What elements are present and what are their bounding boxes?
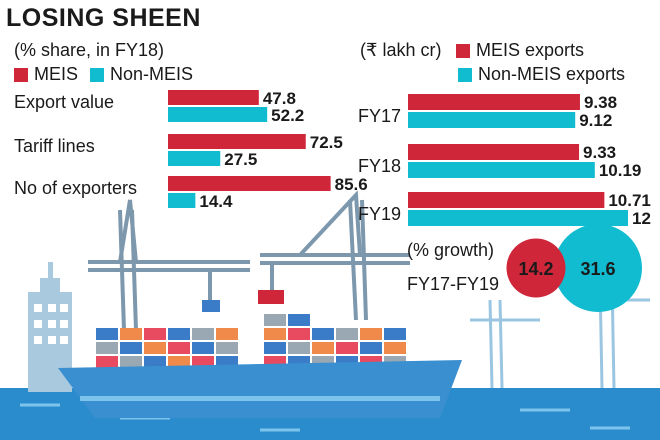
bar-non-meis-exports-fy19: [408, 210, 628, 226]
category-label-fy19: FY19: [358, 204, 401, 224]
left-crane-hanging-container: [202, 300, 220, 312]
value-label-meis-exports-fy17: 9.38: [584, 93, 617, 112]
category-label-export-value: Export value: [14, 92, 114, 112]
non-meis-exports-legend-label: Non-MEIS exports: [478, 64, 626, 84]
bar-meis-exports-fy19: [408, 192, 605, 208]
non-meis-legend-label: Non-MEIS: [110, 64, 194, 84]
left-chart-subtitle: (% share, in FY18): [14, 40, 165, 60]
bar-non-meis-export-value: [168, 107, 268, 122]
port-building: [28, 262, 72, 392]
value-label-non-meis-tariff-lines: 27.5: [224, 150, 257, 169]
ship-hull: [58, 360, 462, 418]
category-label-tariff-lines: Tariff lines: [14, 136, 95, 156]
value-label-meis-exports-fy18: 9.33: [583, 143, 616, 162]
non-meis-swatch: [90, 67, 105, 82]
growth-bubble-chart: (% growth) FY17-FY19 31.6 14.2: [407, 224, 642, 312]
middle-crane-hanging-container: [258, 290, 284, 304]
meis-swatch: [14, 67, 28, 82]
bar-meis-tariff-lines: [168, 134, 306, 149]
bar-meis-export-value: [168, 90, 259, 105]
right-chart-unit: (₹ lakh cr): [360, 40, 442, 60]
value-label-non-meis-exports-fy19: 12: [632, 209, 651, 228]
category-label-fy18: FY18: [358, 156, 401, 176]
category-label-fy17: FY17: [358, 106, 401, 126]
ship-stripe: [80, 396, 440, 401]
left-legend: MEIS Non-MEIS: [14, 64, 193, 85]
bubble-non-meis: [554, 224, 642, 312]
share-bar-chart: Export value 47.852.2 Tariff lines 72.5 27.5…: [14, 89, 368, 211]
bar-meis-exports-fy18: [408, 144, 580, 160]
bar-meis-exports-fy17: [408, 94, 580, 110]
meis-exports-legend-label: MEIS exports: [476, 40, 585, 60]
bar-meis-no-of-exporters: [168, 176, 331, 191]
right-legend-meis: MEIS exports: [456, 40, 584, 61]
value-label-non-meis-no-of-exporters: 14.4: [199, 192, 233, 211]
value-label-non-meis-export-value: 52.2: [271, 106, 304, 125]
value-label-non-meis-exports-fy18: 10.19: [599, 161, 642, 180]
meis-legend-label: MEIS: [34, 64, 79, 84]
middle-crane: [260, 190, 410, 321]
growth-period-label: FY17-FY19: [407, 274, 499, 294]
bubble-label-meis: 14.2: [518, 259, 553, 279]
bubble-label-non-meis: 31.6: [580, 259, 615, 279]
bubble-meis: [506, 238, 566, 298]
container-stacks: [96, 314, 406, 368]
category-label-no-of-exporters: No of exporters: [14, 178, 137, 198]
bar-non-meis-tariff-lines: [168, 151, 221, 166]
value-label-meis-tariff-lines: 72.5: [310, 133, 343, 152]
bar-non-meis-no-of-exporters: [168, 193, 196, 208]
meis-exports-swatch: [456, 43, 470, 58]
page-title: LOSING SHEEN: [6, 4, 201, 32]
value-label-meis-exports-fy19: 10.71: [608, 191, 651, 210]
non-meis-exports-swatch: [458, 67, 472, 82]
bar-non-meis-exports-fy18: [408, 162, 595, 178]
bar-non-meis-exports-fy17: [408, 112, 576, 128]
right-legend-non-meis: Non-MEIS exports: [458, 64, 625, 85]
value-label-non-meis-exports-fy17: 9.12: [579, 111, 612, 130]
left-crane: [88, 199, 250, 331]
value-label-meis-export-value: 47.8: [263, 89, 296, 108]
value-label-meis-no-of-exporters: 85.6: [335, 175, 368, 194]
growth-title: (% growth): [407, 240, 494, 260]
